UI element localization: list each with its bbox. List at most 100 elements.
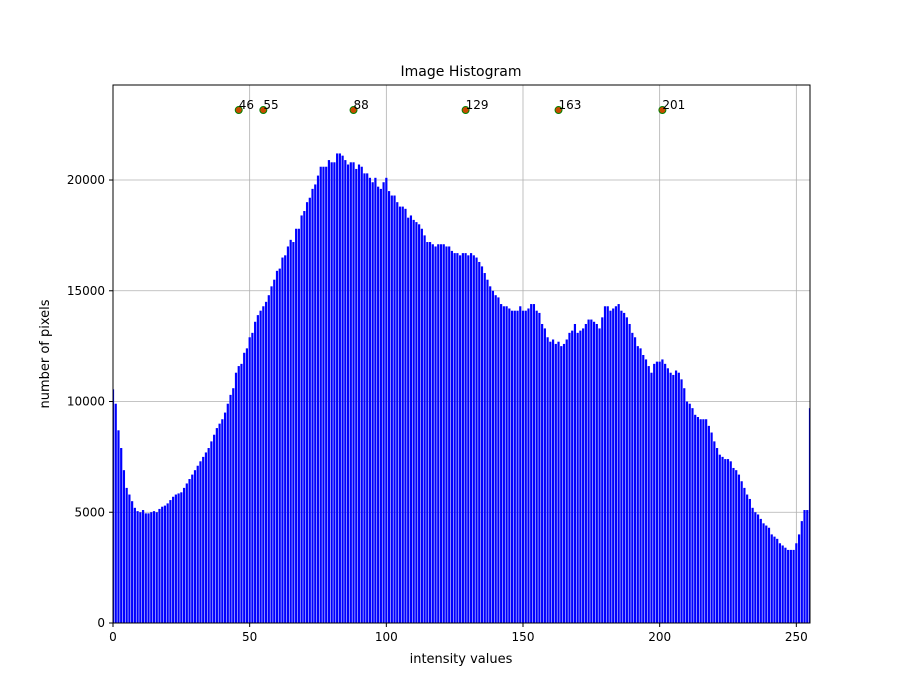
bar xyxy=(281,257,284,623)
bar xyxy=(519,306,522,623)
peak-label: 88 xyxy=(354,98,369,112)
peak-marker xyxy=(234,106,243,115)
bar xyxy=(382,182,385,623)
bar xyxy=(434,246,437,623)
bar xyxy=(292,242,295,623)
bar xyxy=(475,257,478,623)
bar xyxy=(131,501,134,623)
bar xyxy=(770,534,773,623)
bar xyxy=(494,295,497,623)
bar xyxy=(305,202,309,623)
bar xyxy=(177,493,180,623)
bar xyxy=(163,505,167,623)
bar xyxy=(549,341,552,623)
bar xyxy=(666,368,669,623)
bar xyxy=(245,348,249,623)
bar xyxy=(180,492,183,623)
bar xyxy=(158,508,161,623)
bar xyxy=(223,412,227,623)
bar xyxy=(527,308,530,623)
bar xyxy=(694,414,697,623)
bar xyxy=(319,166,322,623)
peak-marker xyxy=(461,106,470,115)
bar xyxy=(262,306,265,623)
bar xyxy=(456,253,459,623)
bar xyxy=(644,359,648,623)
bar xyxy=(420,228,423,623)
x-axis-label: intensity values xyxy=(410,652,513,667)
x-tick-label: 150 xyxy=(512,630,535,644)
bar xyxy=(267,295,270,623)
bar xyxy=(633,337,637,623)
bar xyxy=(669,372,672,623)
bar xyxy=(461,253,464,623)
bar xyxy=(677,372,680,623)
bar xyxy=(251,332,254,623)
y-tick-label: 10000 xyxy=(67,395,105,409)
bar xyxy=(713,441,716,623)
bar xyxy=(442,244,445,623)
bar xyxy=(229,394,232,623)
bar xyxy=(639,348,642,623)
bar xyxy=(169,500,172,623)
bar xyxy=(387,191,391,623)
bar xyxy=(113,389,115,623)
bar xyxy=(653,363,656,623)
bar xyxy=(603,306,607,623)
bar xyxy=(726,459,730,623)
bar xyxy=(579,330,582,623)
bar xyxy=(502,306,505,623)
bar xyxy=(513,310,516,623)
bar xyxy=(623,312,626,623)
bar xyxy=(256,315,259,623)
bar xyxy=(352,162,355,623)
bar xyxy=(773,536,776,623)
bar xyxy=(606,306,609,623)
bar xyxy=(707,425,710,623)
bar xyxy=(557,341,560,623)
bar xyxy=(598,328,601,623)
bar xyxy=(150,512,153,623)
bar xyxy=(366,173,369,623)
bar xyxy=(765,525,768,623)
bar xyxy=(568,332,571,623)
bar xyxy=(125,487,128,623)
bar xyxy=(467,255,470,623)
bar xyxy=(699,419,702,623)
bar xyxy=(325,166,328,623)
bar xyxy=(500,304,503,623)
bar xyxy=(595,323,598,623)
peak-label: 129 xyxy=(466,98,489,112)
bar xyxy=(705,419,708,623)
bar xyxy=(620,310,623,623)
bar xyxy=(521,310,525,623)
bar xyxy=(560,346,563,623)
bar xyxy=(333,162,336,623)
bar xyxy=(767,527,771,623)
bar xyxy=(185,483,188,623)
x-tick-label: 200 xyxy=(648,630,671,644)
bar xyxy=(617,304,620,623)
bar xyxy=(357,164,361,623)
bar xyxy=(147,513,150,623)
bar xyxy=(346,164,350,623)
bar xyxy=(172,496,175,623)
bar xyxy=(120,448,123,623)
bar xyxy=(221,419,224,623)
bar xyxy=(787,549,790,623)
bar xyxy=(161,506,164,623)
bar xyxy=(144,513,147,623)
y-axis-label: number of pixels xyxy=(38,299,53,408)
bar xyxy=(363,173,366,623)
bar xyxy=(743,487,746,623)
bar xyxy=(532,304,536,623)
peak-marker xyxy=(259,106,268,115)
bar xyxy=(248,337,251,623)
bar xyxy=(751,507,754,623)
bar xyxy=(781,545,784,623)
bar xyxy=(464,253,467,623)
bar xyxy=(308,197,311,623)
bar xyxy=(778,543,782,623)
bar xyxy=(784,547,787,623)
bar xyxy=(715,448,719,623)
